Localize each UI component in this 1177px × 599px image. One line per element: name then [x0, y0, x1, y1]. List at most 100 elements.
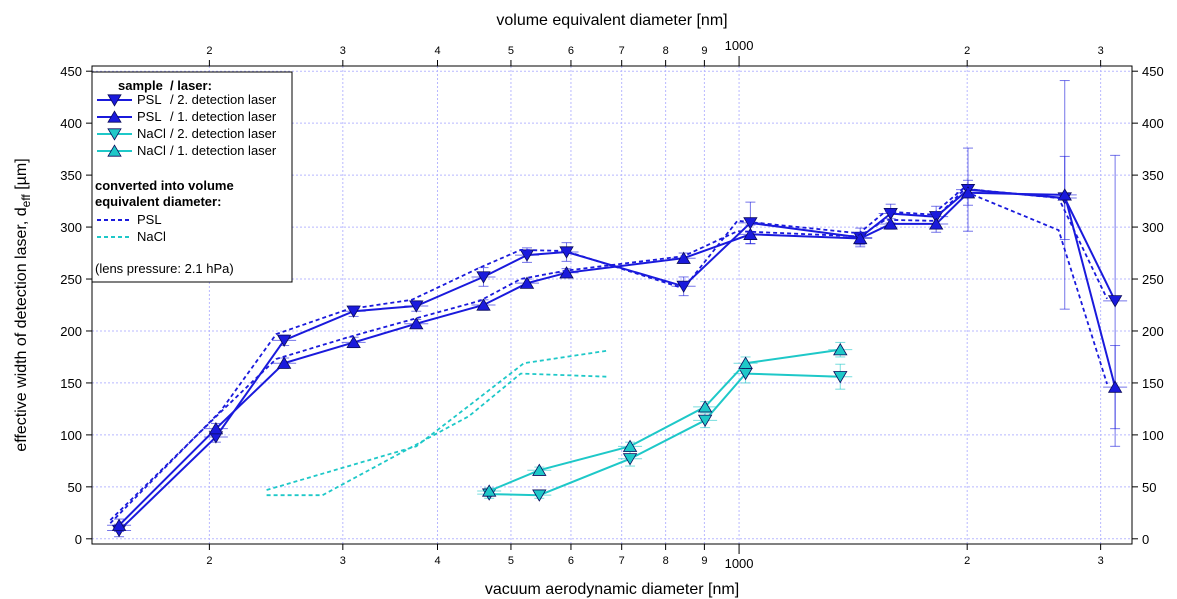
series-group [266, 372, 608, 497]
legend-entry-sample: PSL [137, 92, 162, 107]
legend-swatch-marker [107, 94, 122, 107]
legend-entry-laser: / 1. detection laser [170, 109, 277, 124]
y-axis-title-unit: [µm] [13, 158, 30, 194]
data-point [928, 217, 944, 230]
y-tick-label: 200 [60, 324, 82, 339]
x2-tick-label: 7 [619, 45, 625, 57]
series-group [107, 80, 1128, 533]
y2-tick-label: 50 [1142, 480, 1156, 495]
y-axis-title: effective width of detection laser, deff… [13, 158, 33, 451]
legend-entry-sample: PSL [137, 109, 162, 124]
legend-entry-laser: / 2. detection laser [170, 92, 277, 107]
data-point [532, 463, 547, 476]
data-point [559, 266, 574, 279]
data-point [476, 271, 491, 284]
legend-entry-sample: NaCl [137, 143, 166, 158]
converted-series-line [109, 187, 1108, 524]
series-group [266, 349, 608, 491]
y2-tick-label: 200 [1142, 324, 1164, 339]
legend: sample / laser: PSL/ 2. detection laserP… [91, 71, 293, 283]
legend-entries: PSL / 2. detection laser PSL / 1. detection… [97, 92, 277, 158]
data-point [276, 356, 292, 369]
series-line [488, 348, 841, 492]
data-point [111, 518, 127, 531]
legend-swatch-marker [107, 110, 122, 123]
converted-series-line [266, 349, 608, 491]
x-tick-label: 3 [340, 555, 346, 567]
data-point [622, 453, 638, 466]
legend-header-laser: / laser: [170, 78, 212, 93]
x-tick-label: 2 [206, 555, 212, 567]
y2-tick-label: 250 [1142, 272, 1164, 287]
y-tick-label: 400 [60, 116, 82, 131]
data-point [1057, 188, 1072, 201]
y-tick-label: 250 [60, 272, 82, 287]
plot-frame [91, 65, 1133, 545]
x-tick-label: 1000 [725, 556, 754, 571]
legend-entry-sample: NaCl [137, 126, 166, 141]
x2-tick-label: 8 [663, 45, 669, 57]
x-tick-label: 3 [1098, 555, 1104, 567]
legend-converted-line-2: equivalent diameter: [95, 194, 221, 209]
x-tick-label: 6 [568, 555, 574, 567]
data-point [697, 414, 713, 427]
series-group [109, 189, 1108, 521]
y2-tick-label: 100 [1142, 428, 1164, 443]
y-tick-label: 450 [60, 64, 82, 79]
data-point [833, 343, 848, 356]
data-point [409, 300, 424, 313]
y-tick-label: 300 [60, 220, 82, 235]
legend-note: (lens pressure: 2.1 hPa) [95, 261, 234, 276]
x-tick-label: 4 [434, 555, 440, 567]
data-point [833, 371, 848, 384]
data-point [481, 484, 497, 497]
y-axis-title-sub: eff [19, 194, 33, 208]
x2-tick-label: 3 [1098, 45, 1104, 57]
legend-box [91, 71, 293, 283]
data-point [409, 317, 424, 330]
y-tick-label: 0 [75, 532, 82, 547]
legend-converted-line-1: converted into volume [95, 178, 234, 193]
data-point [1107, 380, 1123, 393]
data-point [519, 276, 535, 289]
legend-psl-dash-label: PSL [137, 212, 162, 227]
data-point [622, 439, 638, 452]
x2-tick-label: 3 [340, 45, 346, 57]
series-line [118, 191, 1117, 527]
y-tick-label: 50 [68, 480, 82, 495]
data-layer [107, 80, 1128, 538]
y2-tick-label: 450 [1142, 64, 1164, 79]
data-point [476, 298, 491, 311]
x2-tick-label: 2 [206, 45, 212, 57]
y2-tick-label: 0 [1142, 532, 1149, 547]
data-point [853, 231, 868, 245]
data-point [208, 422, 224, 435]
x-axis-title: vacuum aerodynamic diameter [nm] [485, 581, 739, 598]
x2-axis-title: volume equivalent diameter [nm] [496, 12, 727, 29]
y2-tick-label: 350 [1142, 168, 1164, 183]
y2-tick-label: 300 [1142, 220, 1164, 235]
x2-tick-label: 6 [568, 45, 574, 57]
y-tick-label: 100 [60, 428, 82, 443]
series-group [109, 187, 1108, 524]
legend-swatch-marker [107, 128, 122, 141]
data-point [1107, 295, 1123, 308]
x2-tick-label: 4 [434, 45, 440, 57]
data-point [883, 217, 898, 230]
x2-tick-label: 1000 [725, 38, 754, 53]
series-group [477, 363, 853, 502]
series-group [477, 341, 853, 497]
data-point [346, 335, 361, 349]
x-tick-label: 2 [964, 555, 970, 567]
x2-tick-label: 9 [701, 45, 707, 57]
x-tick-label: 5 [508, 555, 514, 567]
data-point [676, 251, 691, 264]
data-point [532, 489, 547, 502]
x2-tick-label: 5 [508, 45, 514, 57]
y-tick-label: 350 [60, 168, 82, 183]
legend-swatch-marker [107, 144, 122, 157]
y2-tick-label: 400 [1142, 116, 1164, 131]
